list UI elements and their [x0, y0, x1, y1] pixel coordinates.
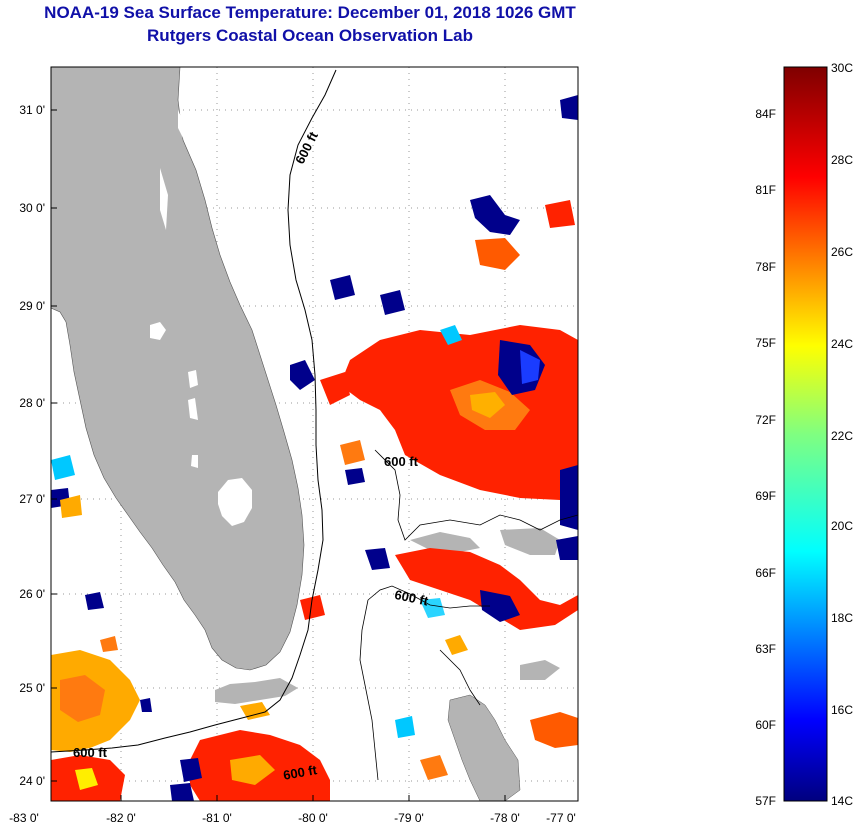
isobath-label: 600 ft [393, 587, 430, 609]
lon-tick-label: -81 0' [202, 811, 232, 825]
lon-tick-label: -79 0' [394, 811, 424, 825]
map-subtitle: Rutgers Coastal Ocean Observation Lab [147, 26, 473, 45]
isobath-label: 600 ft [384, 454, 419, 469]
lake-okeechobee [218, 478, 252, 526]
lon-tick-label: -83 0' [9, 811, 39, 825]
isobath-label: 600 ft [73, 745, 108, 760]
lat-tick-label: 29 0' [19, 299, 45, 313]
lat-tick-label: 25 0' [19, 681, 45, 695]
map-title: NOAA-19 Sea Surface Temperature: Decembe… [44, 3, 576, 22]
lon-tick-label: -78 0' [490, 811, 520, 825]
lon-tick-label: -77 0' [546, 811, 576, 825]
lat-tick-label: 27 0' [19, 492, 45, 506]
lon-tick-label: -80 0' [298, 811, 328, 825]
isobath-label: 600 ft [282, 762, 319, 783]
lon-tick-label: -82 0' [106, 811, 136, 825]
lat-tick-label: 31 0' [19, 103, 45, 117]
lat-tick-label: 28 0' [19, 396, 45, 410]
lat-tick-label: 30 0' [19, 201, 45, 215]
map-frame [50, 66, 579, 802]
lat-tick-label: 26 0' [19, 587, 45, 601]
lat-tick-label: 24 0' [19, 774, 45, 788]
